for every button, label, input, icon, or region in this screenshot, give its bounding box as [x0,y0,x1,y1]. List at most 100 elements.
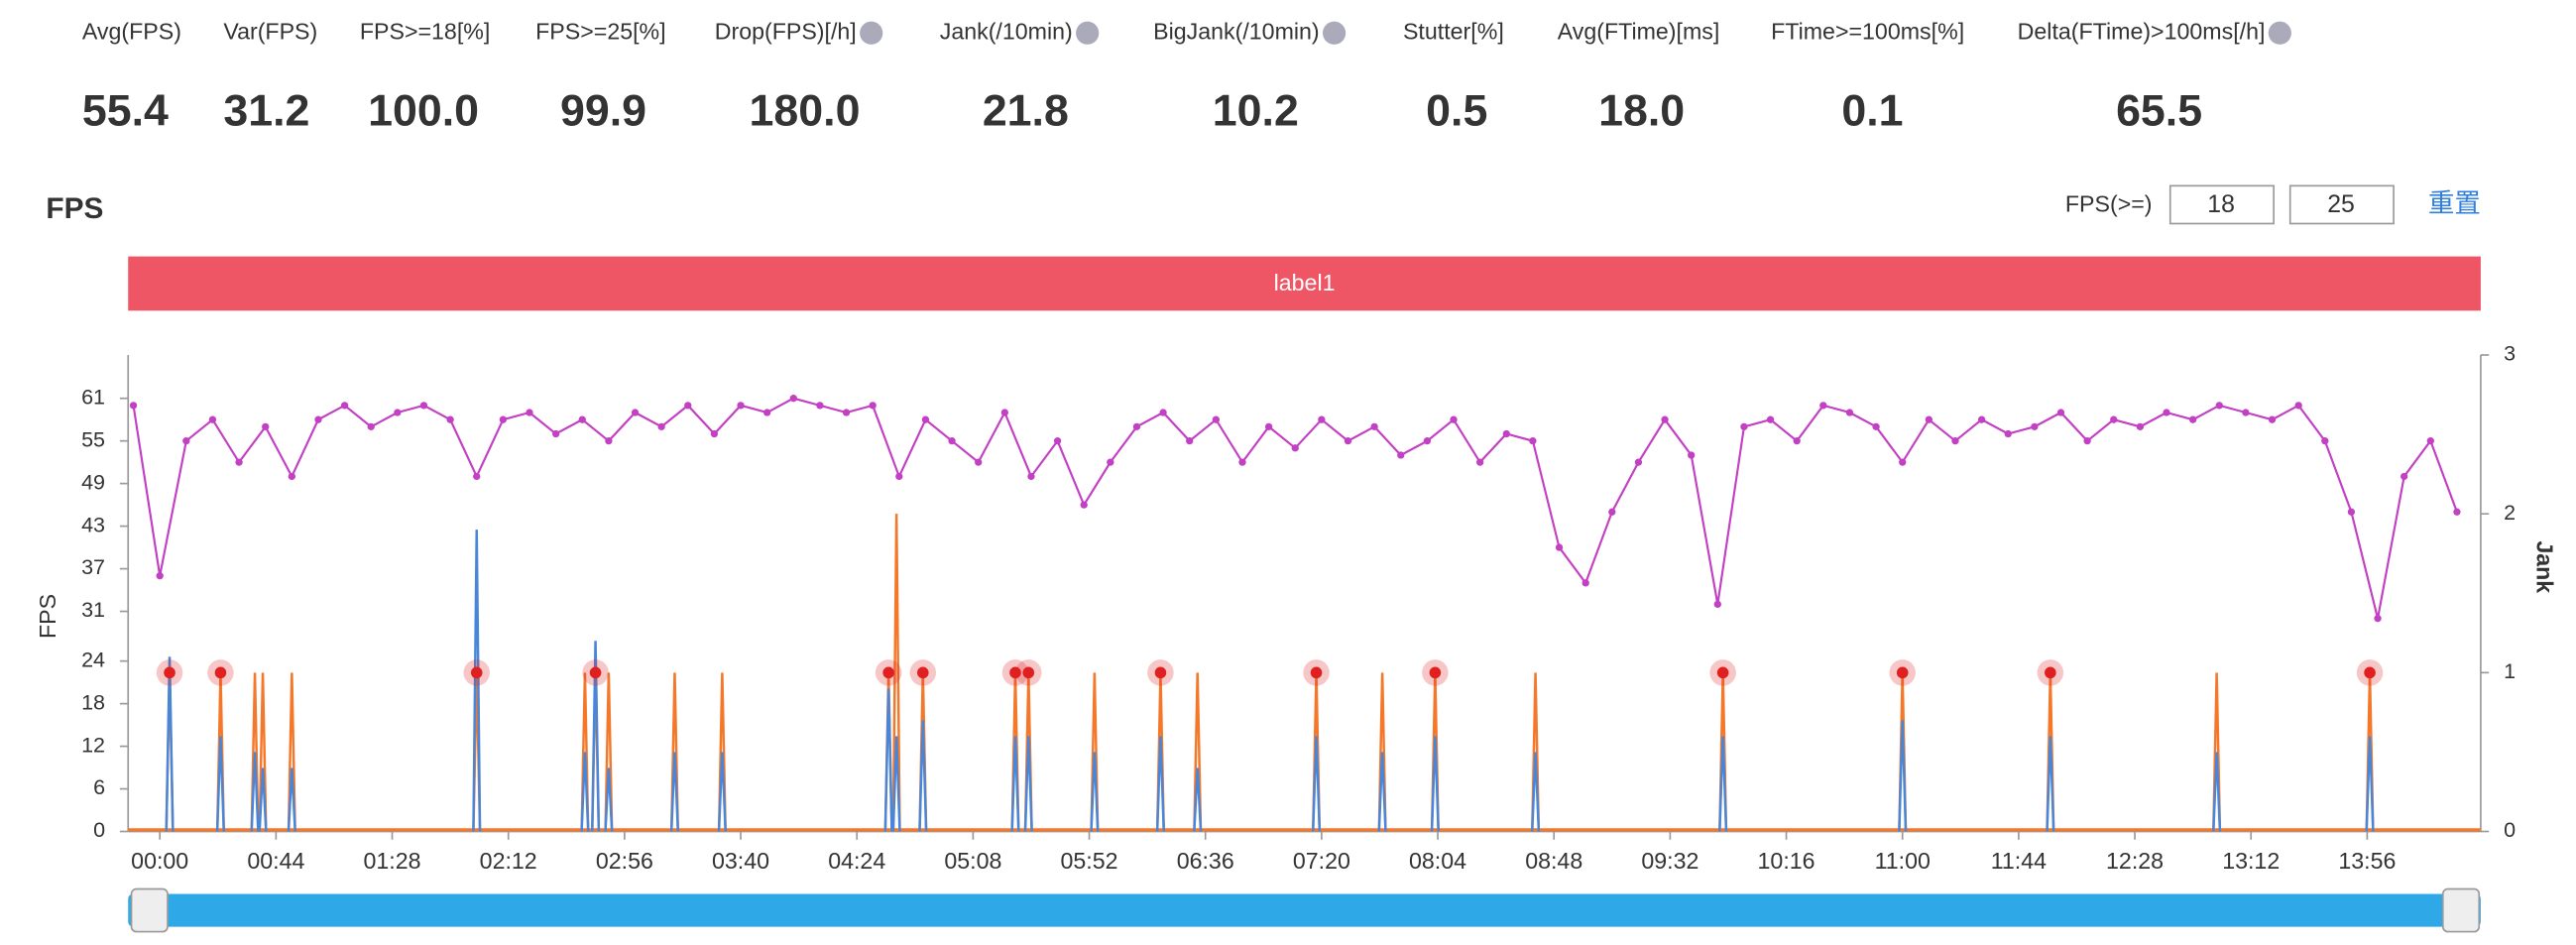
fps-point [1661,415,1669,423]
bigjank-marker [882,666,894,679]
zoom-slider[interactable] [128,893,2481,927]
fps-point [262,422,270,430]
stat-label: BigJank(/10min) [1153,18,1320,44]
reset-link[interactable]: 重置 [2428,188,2481,218]
bigjank-spike [250,752,260,832]
bigjank-marker [164,666,176,679]
fps-point [1000,409,1008,416]
fps-point [921,415,930,423]
fps-point [1027,472,1035,481]
x-tick-label: 12:28 [2106,848,2164,874]
fps-point [394,409,402,416]
y2-tick-label: 1 [2504,659,2516,683]
x-tick-label: 04:24 [828,848,885,874]
fps-point [1793,437,1801,445]
threshold-value: 25 [2327,191,2355,218]
fps-point [1132,422,1141,430]
y-tick-label: 61 [81,385,105,409]
bigjank-spike [1023,736,1033,832]
y2-tick-label: 3 [2504,342,2516,366]
fps-point [2294,402,2302,410]
bigjank-marker [1009,666,1021,679]
fps-point [1634,458,1643,466]
slider-handle[interactable] [130,887,169,933]
bigjank-spike [580,752,590,832]
jank-spike [258,672,268,832]
fps-point [288,472,295,481]
fps-point [1264,422,1273,430]
bigjank-spike [669,752,680,832]
fps-point [2400,472,2408,481]
bigjank-marker [1429,666,1442,679]
fps-point [2004,429,2012,438]
x-tick-label: 13:56 [2338,848,2396,874]
stat-value: 0.1 [1841,86,1903,135]
stat-label: Avg(FPS) [82,18,181,44]
stat-label: Stutter[%] [1403,18,1504,44]
fps-point [948,437,956,445]
fps-point [1529,437,1537,445]
threshold-input[interactable] [2168,184,2275,225]
fps-point [2268,415,2277,423]
x-tick-label: 05:08 [944,848,1001,874]
bigjank-spike [472,530,482,832]
stat-value: 99.9 [560,86,646,135]
fps-point [551,429,560,438]
bigjank-spike [2365,736,2375,832]
y-tick-label: 55 [81,427,105,451]
slider-handle[interactable] [2441,887,2481,933]
fps-point [1740,422,1748,430]
bigjank-spike [1010,736,1020,832]
bigjank-spike [918,720,928,832]
bigjank-spike [1193,768,1203,832]
label-bar [128,256,2481,311]
fps-point [1080,501,1088,509]
fps-point [2242,409,2250,416]
fps-point [1845,409,1854,416]
y-tick-label: 37 [81,555,105,579]
fps-point [340,402,349,410]
fps-point [1186,437,1194,445]
threshold-input[interactable] [2288,184,2395,225]
fps-point [578,415,586,423]
stat-value: 31.2 [223,86,309,135]
fps-point [208,415,217,423]
bigjank-spike [1311,736,1322,832]
fps-point [156,572,164,580]
stat-value: 65.5 [2116,86,2202,135]
fps-point [2056,409,2065,416]
bigjank-spike [1090,752,1100,832]
y2-tick-label: 2 [2504,501,2516,525]
bigjank-spike [2212,752,2222,832]
fps-point [1397,451,1405,459]
stat-label: Drop(FPS)[/h] [715,18,857,44]
stat-label: FTime>=100ms[%] [1771,18,1964,44]
bigjank-marker [2045,666,2056,679]
fps-point [1581,579,1589,587]
jank-spike [604,672,614,832]
fps-point [631,409,640,416]
stat-value: 100.0 [368,86,479,135]
bigjank-marker [1154,666,1167,679]
fps-point [2374,615,2382,623]
x-tick-label: 02:12 [480,848,537,874]
fps-point [2321,437,2329,445]
fps-point [1977,415,1986,423]
fps-point [1951,437,1959,445]
fps-point [2347,508,2356,516]
x-tick-label: 00:44 [247,848,304,874]
stat-value: 0.5 [1426,86,1487,135]
bigjank-marker [1310,666,1323,679]
fps-point [1318,415,1326,423]
fps-point [816,402,824,410]
fps-point [1212,415,1221,423]
fps-point [2188,415,2197,423]
bigjank-spike [1718,736,1728,832]
x-tick-label: 11:44 [1991,848,2047,874]
fps-point [2215,402,2223,410]
x-tick-label: 13:12 [2222,848,2280,874]
bigjank-marker [214,666,227,679]
threshold-value: 18 [2207,191,2235,218]
